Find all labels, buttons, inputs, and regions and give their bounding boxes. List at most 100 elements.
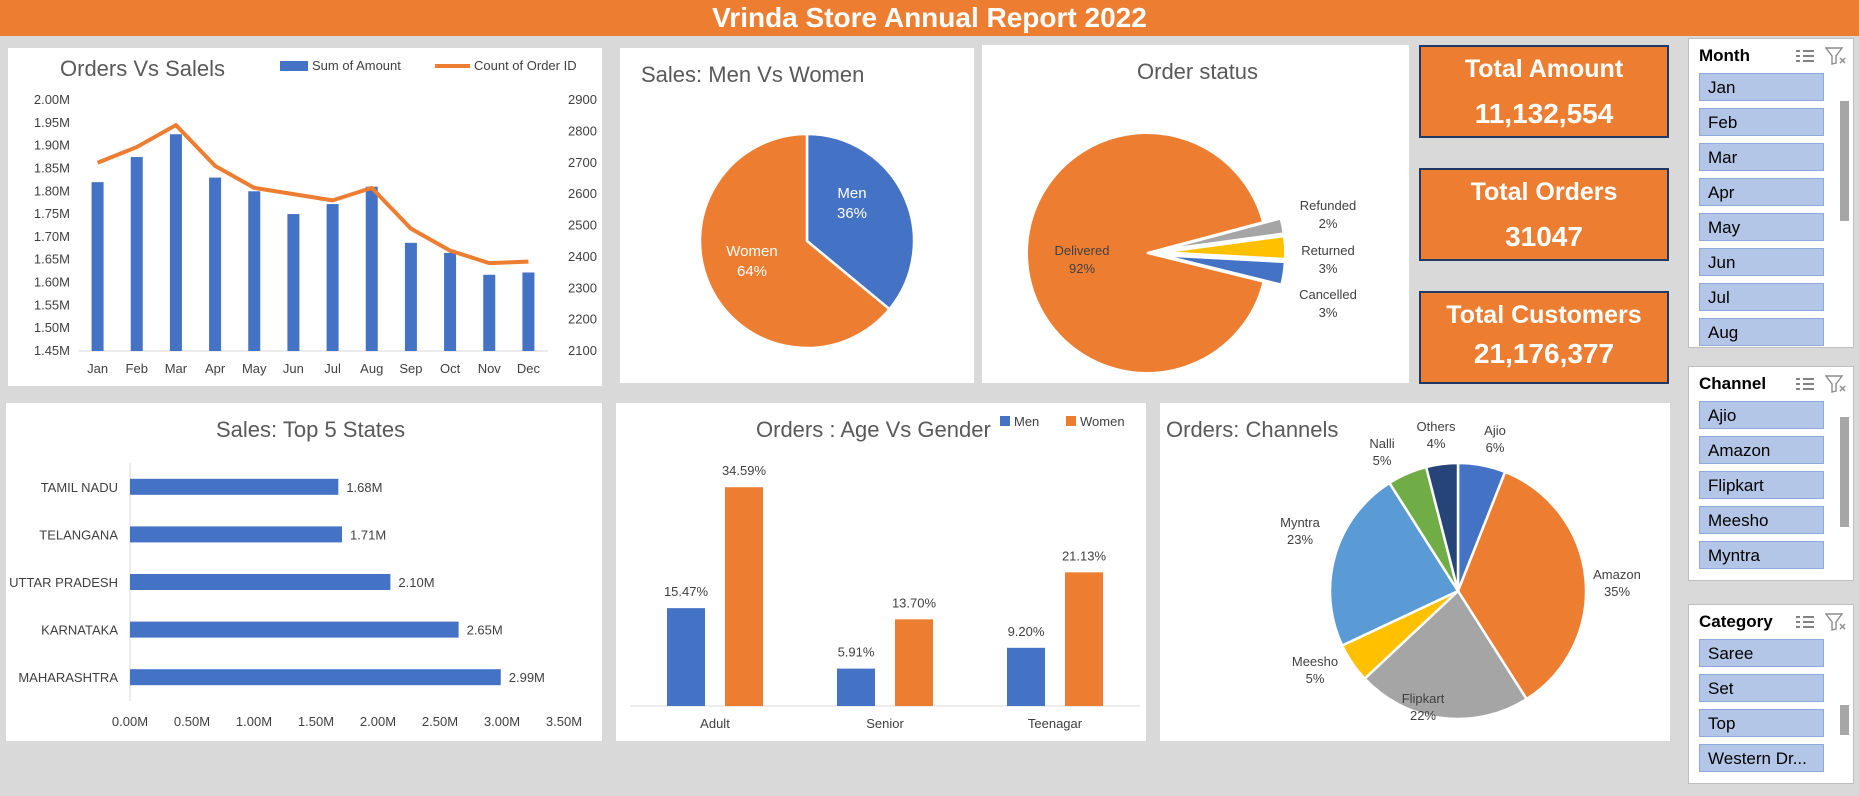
sales-bar	[365, 186, 378, 351]
x-tick-label: Mar	[165, 361, 188, 376]
pie-label-name: Ajio	[1484, 423, 1506, 438]
channel-slicer[interactable]: Channel Ajio Amazon Flipkart Meesho Myntra	[1688, 366, 1854, 581]
month-slicer-item[interactable]: Jun	[1699, 248, 1824, 276]
x-tick-label: Apr	[205, 361, 226, 376]
state-value-label: 2.99M	[509, 670, 545, 685]
x-tick-label: Sep	[399, 361, 422, 376]
x-tick-label: 1.00M	[236, 714, 272, 729]
pie-label-name: Returned	[1301, 243, 1354, 258]
channel-slicer-scrollbar[interactable]	[1840, 407, 1849, 567]
pie-label-name: Men	[837, 185, 866, 202]
pie-label-name: Nalli	[1369, 436, 1394, 451]
sales-bar	[522, 272, 535, 351]
top-states-title: Sales: Top 5 States	[216, 417, 406, 442]
sales-bar	[169, 134, 182, 351]
month-slicer-item[interactable]: Feb	[1699, 108, 1824, 136]
channel-slicer-item[interactable]: Flipkart	[1699, 471, 1824, 499]
channel-slicer-list: Ajio Amazon Flipkart Meesho Myntra	[1689, 401, 1853, 569]
x-tick-label: Jan	[87, 361, 108, 376]
y-right-tick-label: 2200	[568, 312, 597, 327]
pie-label-name: Flipkart	[1402, 691, 1445, 706]
multi-select-icon[interactable]	[1795, 47, 1815, 65]
x-tick-label: 0.50M	[174, 714, 210, 729]
clear-filter-icon[interactable]	[1825, 375, 1847, 393]
pie-slice	[1164, 217, 1285, 251]
channel-slicer-item[interactable]: Myntra	[1699, 541, 1824, 569]
category-slicer-item[interactable]: Western Dr...	[1699, 744, 1824, 772]
y-right-tick-label: 2300	[568, 280, 597, 295]
legend-swatch	[1066, 416, 1076, 426]
men-women-panel[interactable]: Sales: Men Vs Women Men 36% Women 64%	[620, 48, 974, 383]
y-right-tick-label: 2800	[568, 123, 597, 138]
order-status-panel[interactable]: Order status Delivered 92% Refunded 2% Retur…	[982, 45, 1409, 383]
legend-label: Women	[1080, 414, 1125, 429]
state-value-label: 2.10M	[398, 575, 434, 590]
total-orders-label: Total Orders	[1470, 178, 1618, 206]
state-label: TAMIL NADU	[41, 480, 118, 495]
age-gender-panel[interactable]: Orders : Age Vs Gender 15.47% 34.59% Adult…	[616, 403, 1146, 741]
category-slicer-item[interactable]: Saree	[1699, 639, 1824, 667]
x-tick-label: 3.00M	[484, 714, 520, 729]
bar-value-label: 13.70%	[892, 595, 937, 610]
state-bar	[130, 669, 501, 686]
channels-title: Orders: Channels	[1166, 417, 1339, 442]
orders-vs-sales-panel[interactable]: Orders Vs Salels 1.45M 1.50M 1.55M 1.60M 1.6…	[8, 48, 602, 386]
men-bar	[667, 608, 705, 706]
multi-select-icon[interactable]	[1795, 375, 1815, 393]
month-slicer-item[interactable]: Jan	[1699, 73, 1824, 101]
month-slicer-scrollbar[interactable]	[1840, 101, 1849, 271]
state-bar	[130, 478, 339, 495]
pie-slice	[698, 132, 892, 350]
channel-slicer-item[interactable]: Ajio	[1699, 401, 1824, 429]
x-tick-label: Feb	[126, 361, 148, 376]
clear-filter-icon[interactable]	[1825, 47, 1847, 65]
orders-vs-sales-chart: 1.45M 1.50M 1.55M 1.60M 1.65M 1.70M 1.75M 1.80M…	[34, 58, 597, 376]
channel-slicer-header: Channel	[1689, 367, 1853, 401]
y-right-tick-label: 2500	[568, 218, 597, 233]
month-slicer-item[interactable]: Jul	[1699, 283, 1824, 311]
x-tick-label: 2.00M	[360, 714, 396, 729]
top-states-panel[interactable]: Sales: Top 5 States TAMIL NADU 1.68M TELAN…	[6, 403, 602, 741]
month-slicer-item[interactable]: Aug	[1699, 318, 1824, 346]
multi-select-icon[interactable]	[1795, 613, 1815, 631]
y-left-tick-label: 1.75M	[34, 206, 70, 221]
pie-label-value: 3%	[1319, 261, 1338, 276]
channel-slicer-item[interactable]: Meesho	[1699, 506, 1824, 534]
clear-filter-icon[interactable]	[1825, 613, 1847, 631]
y-left-tick-label: 1.65M	[34, 252, 70, 267]
y-left-tick-label: 1.85M	[34, 160, 70, 175]
bar-value-label: 21.13%	[1062, 548, 1107, 563]
women-bar	[895, 619, 933, 706]
state-bar	[130, 621, 459, 638]
total-amount-value: 11,132,554	[1474, 98, 1614, 129]
channels-panel[interactable]: Orders: Channels Ajio 6% Amazon 35% Flipkart…	[1160, 403, 1670, 741]
category-slicer-scrollbar[interactable]	[1840, 645, 1849, 775]
month-slicer[interactable]: Month Jan Feb Mar Apr May Jun Jul Aug	[1688, 38, 1854, 348]
category-slicer[interactable]: Category Saree Set Top Western Dr...	[1688, 604, 1854, 784]
x-tick-label: Oct	[440, 361, 461, 376]
month-slicer-item[interactable]: Apr	[1699, 178, 1824, 206]
channel-slicer-title: Channel	[1699, 374, 1767, 393]
bar-value-label: 5.91%	[838, 645, 875, 660]
x-tick-label: Senior	[866, 716, 904, 731]
category-slicer-item[interactable]: Top	[1699, 709, 1824, 737]
pie-label-value: 36%	[837, 205, 867, 222]
month-slicer-item[interactable]: May	[1699, 213, 1824, 241]
state-value-label: 1.68M	[346, 480, 382, 495]
pie-label-value: 35%	[1604, 584, 1630, 599]
sales-bar	[130, 157, 143, 351]
x-tick-label: 3.50M	[546, 714, 582, 729]
channel-slicer-item[interactable]: Amazon	[1699, 436, 1824, 464]
y-left-tick-label: 1.55M	[34, 297, 70, 312]
state-label: TELANGANA	[39, 527, 118, 542]
x-tick-label: Teenagar	[1028, 716, 1083, 731]
pie-slice	[1164, 235, 1286, 260]
month-slicer-item[interactable]: Mar	[1699, 143, 1824, 171]
sales-bar	[444, 252, 457, 351]
category-slicer-item[interactable]: Set	[1699, 674, 1824, 702]
pie-label-value: 4%	[1427, 436, 1446, 451]
women-bar	[725, 487, 763, 706]
pie-label-value: 5%	[1373, 453, 1392, 468]
channels-pie: Ajio 6% Amazon 35% Flipkart 22% Meesho 5% Myntra…	[1280, 419, 1641, 723]
pie-label-value: 2%	[1319, 216, 1338, 231]
